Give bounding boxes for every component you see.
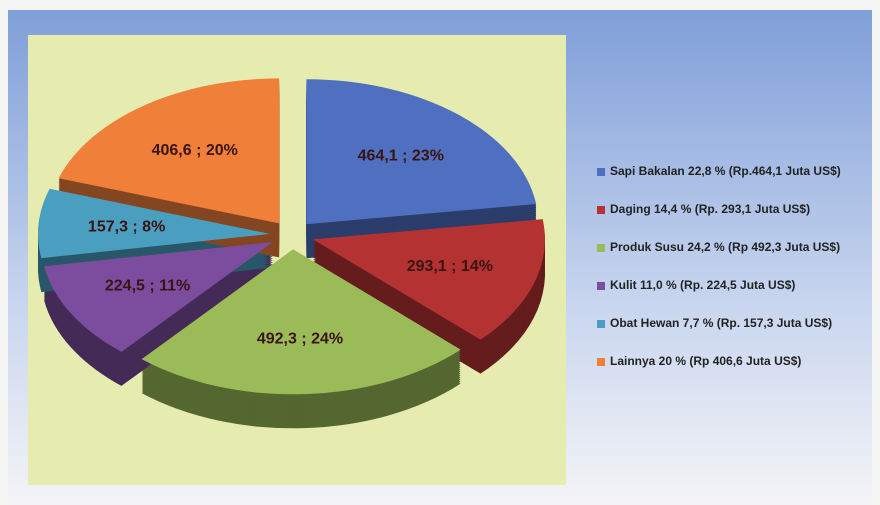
legend-swatch xyxy=(597,168,605,176)
legend-swatch xyxy=(597,244,605,252)
data-label: 492,3 ; 24% xyxy=(257,330,343,347)
legend-label: Lainnya 20 % (Rp 406,6 Juta US$) xyxy=(610,354,801,368)
slice xyxy=(306,79,537,225)
legend-label: Kulit 11,0 % (Rp. 224,5 Juta US$) xyxy=(610,278,795,292)
slice xyxy=(38,188,271,259)
legend-swatch xyxy=(597,282,605,290)
slice xyxy=(44,242,273,352)
slice xyxy=(58,78,280,224)
legend-label: Produk Susu 24,2 % (Rp 492,3 Juta US$) xyxy=(610,240,840,254)
data-label: 224,5 ; 11% xyxy=(105,277,190,294)
data-label: 157,3 ; 8% xyxy=(88,218,165,235)
legend-label: Sapi Bakalan 22,8 % (Rp.464,1 Juta US$) xyxy=(610,164,841,178)
data-label: 464,1 ; 23% xyxy=(358,148,444,165)
legend-label: Daging 14,4 % (Rp. 293,1 Juta US$) xyxy=(610,202,810,216)
slice xyxy=(312,219,545,340)
legend-swatch xyxy=(597,206,605,214)
legend-label: Obat Hewan 7,7 % (Rp. 157,3 Juta US$) xyxy=(610,316,832,330)
data-label: 293,1 ; 14% xyxy=(407,258,493,275)
slice xyxy=(141,249,461,395)
legend-swatch xyxy=(597,320,605,328)
legend-swatch xyxy=(597,358,605,366)
data-label: 406,6 ; 20% xyxy=(152,142,238,159)
